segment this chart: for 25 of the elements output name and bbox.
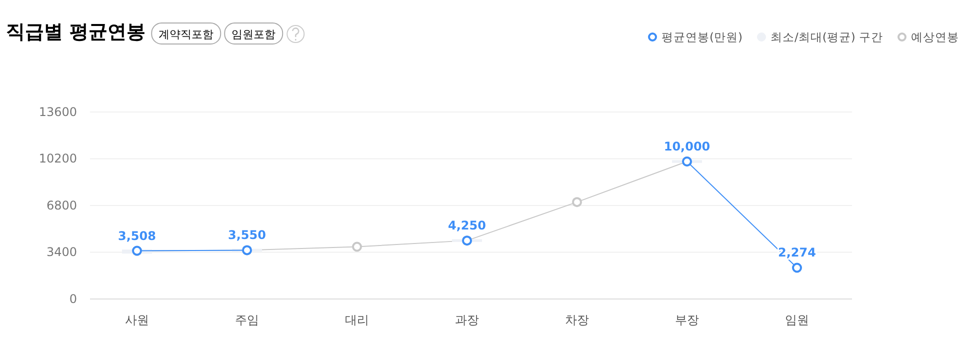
x-tick-label: 과장 (455, 313, 479, 327)
data-label: 3,550 (228, 228, 266, 242)
chart-title: 직급별 평균연봉 (6, 21, 146, 43)
y-tick-label: 3400 (46, 245, 77, 260)
data-label: 10,000 (664, 140, 710, 154)
point (792, 262, 802, 273)
text: 계약직포함 (158, 28, 214, 41)
y-tick-label: 10200 (38, 152, 77, 166)
point (352, 242, 362, 252)
y-tick-label: 0 (69, 292, 77, 306)
legend-label: 평균연봉(만원) (662, 30, 742, 44)
x-tick-label: 대리 (345, 313, 369, 327)
data-label: 3,508 (118, 228, 156, 243)
data-label: 4,250 (448, 218, 486, 233)
text: 임원포함 (232, 28, 276, 41)
x-tick-label: 사원 (125, 313, 149, 327)
x-tick-label: 부장 (675, 313, 699, 327)
x-tick-label: 주임 (235, 313, 259, 327)
point (572, 197, 582, 208)
x-tick-label: 차장 (565, 313, 589, 327)
x-tick-label: 임원 (785, 313, 809, 327)
legend-label: 예상연봉 (911, 30, 959, 44)
y-tick-label: 13600 (38, 104, 77, 119)
legend-label: 최소/최대(평균) 구간 (770, 30, 883, 44)
y-tick-label: 6800 (46, 198, 77, 212)
